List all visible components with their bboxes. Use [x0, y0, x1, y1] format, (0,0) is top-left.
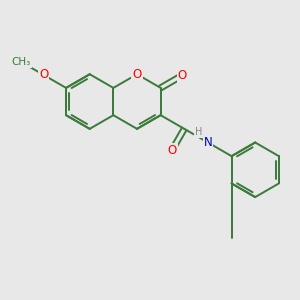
Text: O: O	[39, 68, 48, 81]
Text: CH₃: CH₃	[11, 57, 31, 67]
Text: O: O	[167, 144, 177, 157]
Text: O: O	[132, 68, 142, 81]
Text: N: N	[203, 136, 212, 149]
Text: H: H	[195, 127, 202, 137]
Text: O: O	[178, 69, 187, 82]
Text: CH₃: CH₃	[11, 57, 32, 67]
